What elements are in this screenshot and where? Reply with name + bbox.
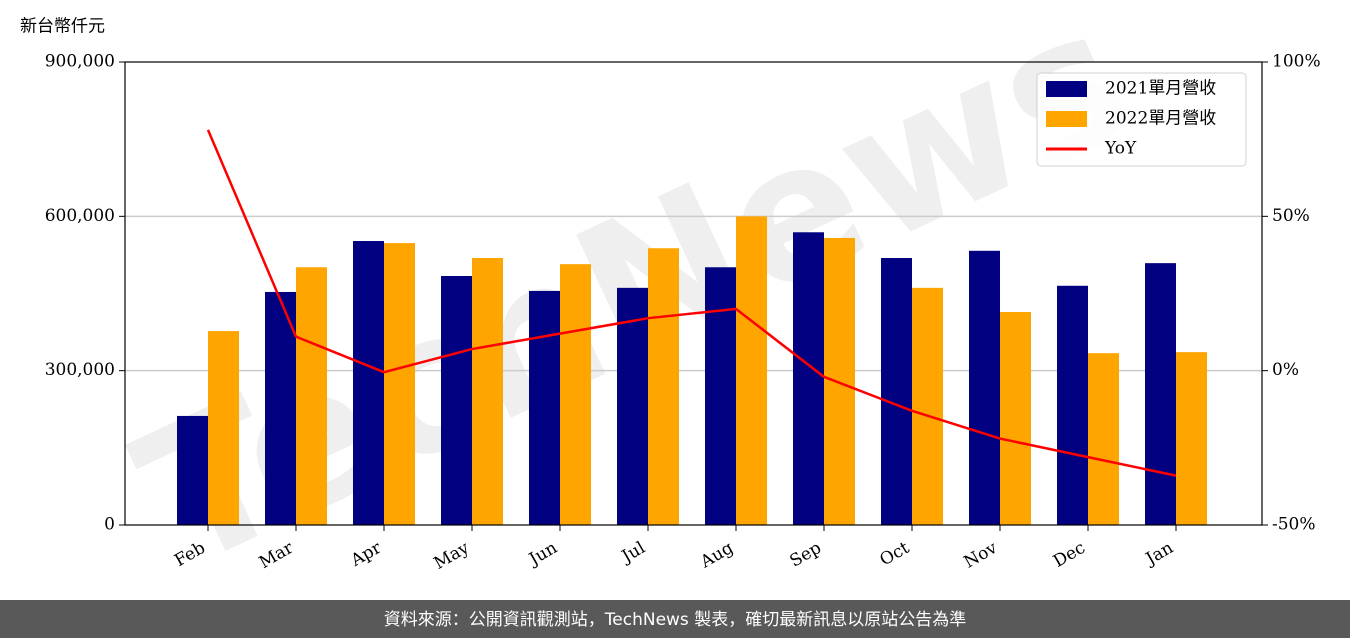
x-tick-label: May <box>431 538 474 574</box>
y2-tick-label: 100% <box>1272 52 1321 72</box>
legend-label: 2021單月營收 <box>1105 79 1216 99</box>
bar <box>912 287 943 525</box>
legend-label: 2022單月營收 <box>1105 109 1216 129</box>
bar <box>441 276 472 525</box>
bar <box>177 415 208 525</box>
y2-tick-label: 0% <box>1272 360 1299 380</box>
x-tick-label: Sep <box>787 538 825 572</box>
legend-box <box>1036 72 1247 167</box>
plot-frame <box>124 61 1263 526</box>
x-tick-label: Dec <box>1050 538 1089 572</box>
bar <box>1145 263 1176 525</box>
line <box>206 129 1177 477</box>
bar <box>384 243 415 525</box>
bar <box>1088 353 1119 525</box>
bar <box>793 232 824 525</box>
y2-tick-label: 50% <box>1272 206 1310 226</box>
bar <box>208 331 239 525</box>
bar <box>881 258 912 525</box>
bar <box>560 264 591 525</box>
bar <box>472 258 503 525</box>
x-tick-label: Jul <box>617 538 649 568</box>
bar <box>736 216 767 526</box>
bar <box>969 250 1000 525</box>
bar <box>296 267 327 525</box>
bar <box>529 290 560 525</box>
y-tick-label: 600,000 <box>45 206 115 226</box>
legend-swatch <box>1046 81 1087 97</box>
y-tick-label: 0 <box>104 515 115 535</box>
footer-bar <box>0 600 1350 638</box>
bar <box>1057 285 1088 525</box>
y-tick-label: 900,000 <box>45 52 115 72</box>
legend-label: YoY <box>1104 139 1137 159</box>
legend-swatch <box>1046 111 1087 127</box>
x-tick-label: Nov <box>961 538 1001 573</box>
x-tick-label: Aug <box>696 538 737 573</box>
x-tick-label: Jan <box>1141 538 1177 570</box>
bar <box>705 267 736 525</box>
footer-text: 資料來源：公開資訊觀測站，TechNews 製表，確切最新訊息以原站公告為準 <box>384 610 966 630</box>
x-tick-label: Apr <box>347 537 386 571</box>
x-tick-label: Jun <box>524 538 561 571</box>
y2-tick-label: -50% <box>1272 515 1316 535</box>
y-axis-label: 新台幣仟元 <box>20 17 105 37</box>
bar <box>353 241 384 525</box>
bar <box>617 287 648 525</box>
bar <box>1176 352 1207 525</box>
bar <box>824 237 855 525</box>
y-tick-label: 300,000 <box>45 360 115 380</box>
x-tick-label: Oct <box>877 538 913 571</box>
bar <box>648 248 679 525</box>
bar <box>1000 312 1031 525</box>
bar <box>265 291 296 525</box>
